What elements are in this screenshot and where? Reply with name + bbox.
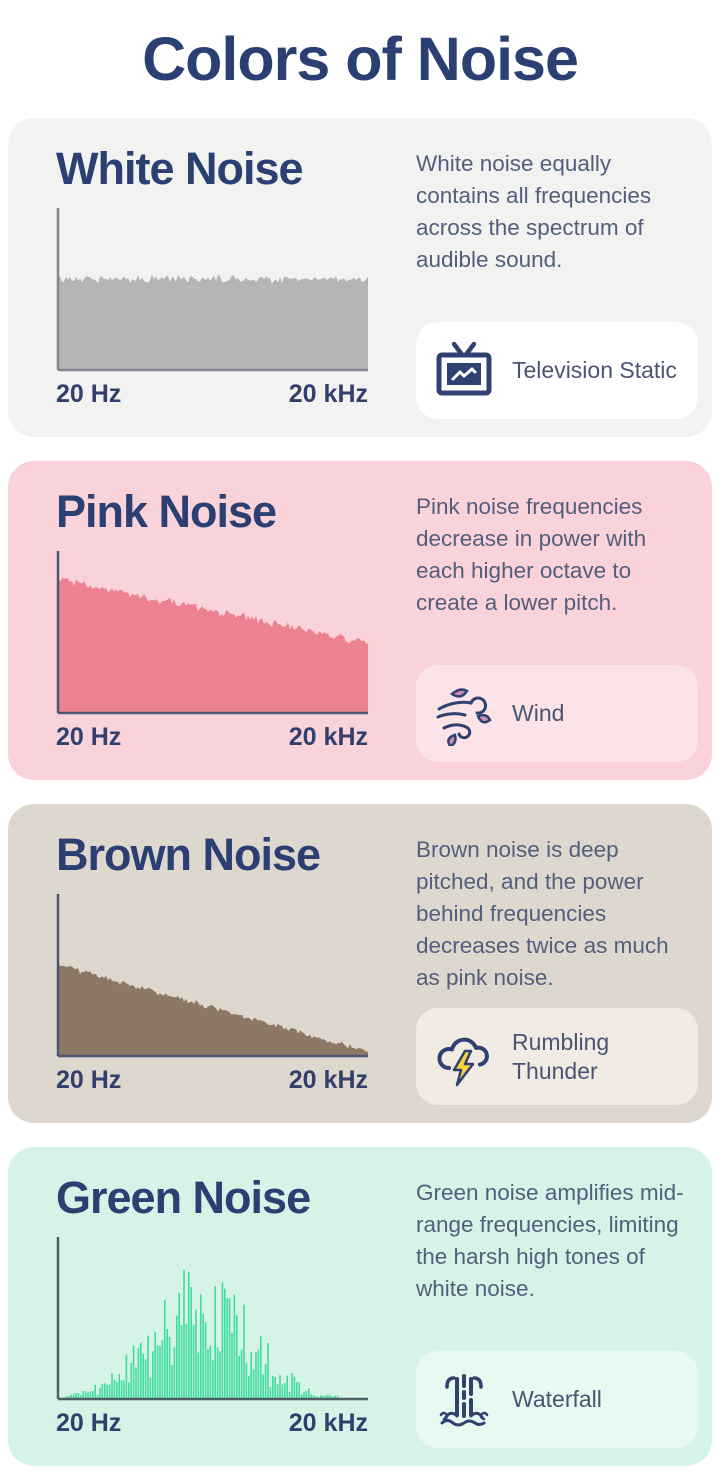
chart-axis-labels: 20 Hz 20 kHz — [56, 1066, 368, 1095]
example-label: Waterfall — [512, 1386, 602, 1413]
section-description: Brown noise is deep pitched, and the pow… — [416, 837, 669, 990]
noise-section-green-noise: Green Noise 20 Hz 20 kHz Green noise amp… — [8, 1147, 712, 1466]
section-title: Pink Noise — [56, 486, 277, 537]
axis-label-left: 20 Hz — [56, 1065, 122, 1094]
axis-label-right: 20 kHz — [288, 1065, 368, 1094]
chart-axis-labels: 20 Hz 20 kHz — [56, 380, 368, 409]
section-title: White Noise — [56, 143, 304, 194]
section-left-column: White Noise 20 Hz 20 kHz — [56, 142, 392, 419]
axis-label-right: 20 kHz — [288, 722, 368, 751]
television-static-icon — [432, 339, 496, 403]
white-noise-spectrum — [56, 207, 392, 372]
example-label: Wind — [512, 700, 565, 727]
waterfall-icon — [432, 1368, 496, 1432]
section-right-column: White noise equally contains all frequen… — [392, 142, 698, 419]
page-title: Colors of Noise — [142, 25, 579, 93]
section-left-column: Green Noise 20 Hz 20 kHz — [56, 1171, 392, 1448]
sections-container: White Noise 20 Hz 20 kHz White noise equ… — [0, 118, 720, 1466]
axis-label-right: 20 kHz — [288, 1408, 368, 1437]
green-noise-spectrum — [56, 1236, 392, 1401]
section-description: Pink noise frequencies decrease in power… — [416, 494, 647, 615]
pink-noise-spectrum — [56, 550, 392, 715]
section-title: Green Noise — [56, 1172, 311, 1223]
section-left-column: Brown Noise 20 Hz 20 kHz — [56, 828, 392, 1105]
wind-icon — [432, 682, 496, 746]
example-card: Rumbling Thunder — [416, 1008, 698, 1105]
section-description: Green noise amplifies mid-range frequenc… — [416, 1180, 684, 1301]
chart-axis-labels: 20 Hz 20 kHz — [56, 723, 368, 752]
axis-label-left: 20 Hz — [56, 722, 122, 751]
section-right-column: Brown noise is deep pitched, and the pow… — [392, 828, 698, 1105]
chart-axis-labels: 20 Hz 20 kHz — [56, 1409, 368, 1438]
example-label: Rumbling Thunder — [512, 1028, 610, 1084]
section-right-column: Pink noise frequencies decrease in power… — [392, 485, 698, 762]
noise-section-brown-noise: Brown Noise 20 Hz 20 kHz Brown noise is … — [8, 804, 712, 1123]
section-description: White noise equally contains all frequen… — [416, 151, 652, 272]
example-label: Television Static — [512, 357, 677, 384]
axis-label-left: 20 Hz — [56, 1408, 122, 1437]
noise-section-pink-noise: Pink Noise 20 Hz 20 kHz Pink noise frequ… — [8, 461, 712, 780]
axis-label-left: 20 Hz — [56, 379, 122, 408]
section-left-column: Pink Noise 20 Hz 20 kHz — [56, 485, 392, 762]
axis-label-right: 20 kHz — [288, 379, 368, 408]
section-title: Brown Noise — [56, 829, 321, 880]
example-card: Waterfall — [416, 1351, 698, 1448]
example-card: Television Static — [416, 322, 698, 419]
example-card: Wind — [416, 665, 698, 762]
noise-section-white-noise: White Noise 20 Hz 20 kHz White noise equ… — [8, 118, 712, 437]
rumbling-thunder-icon — [432, 1025, 496, 1089]
brown-noise-spectrum — [56, 893, 392, 1058]
section-right-column: Green noise amplifies mid-range frequenc… — [392, 1171, 698, 1448]
